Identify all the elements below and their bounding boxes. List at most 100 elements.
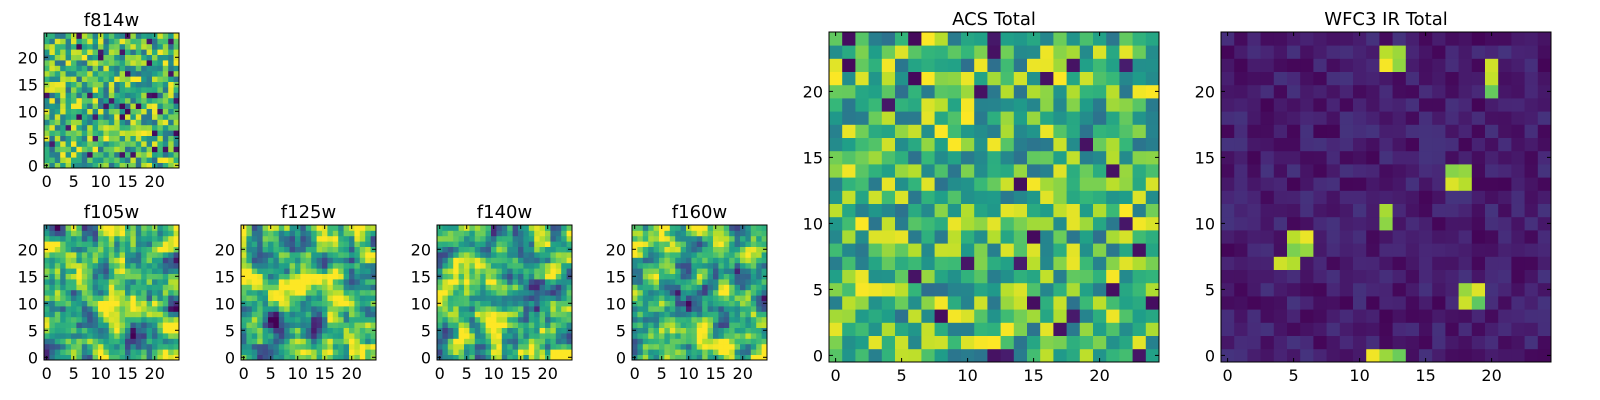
heatmap-cell bbox=[71, 257, 77, 264]
heatmap-cell bbox=[354, 279, 361, 285]
heatmap-cell bbox=[1458, 335, 1473, 350]
heatmap-cell bbox=[1432, 335, 1446, 350]
heatmap-cell bbox=[648, 257, 654, 264]
heatmap-cell bbox=[119, 235, 126, 242]
heatmap-cell bbox=[54, 76, 61, 82]
heatmap-cell bbox=[842, 335, 856, 350]
heatmap-cell bbox=[637, 225, 644, 231]
heatmap-cell bbox=[745, 262, 752, 269]
heatmap-cell bbox=[464, 279, 470, 285]
heatmap-cell bbox=[349, 241, 355, 247]
heatmap-cell bbox=[65, 338, 72, 345]
heatmap-cell bbox=[829, 296, 843, 310]
heatmap-cell bbox=[680, 354, 687, 361]
heatmap-cell bbox=[895, 111, 909, 125]
heatmap-cell bbox=[135, 162, 142, 169]
heatmap-cell bbox=[332, 246, 339, 253]
heatmap-cell bbox=[632, 338, 638, 345]
heatmap-cell bbox=[842, 84, 856, 99]
heatmap-cell bbox=[501, 289, 508, 296]
heatmap-cell bbox=[1524, 216, 1539, 231]
heatmap-cell bbox=[1093, 150, 1107, 165]
heatmap-cell bbox=[114, 135, 120, 142]
heatmap-cell bbox=[54, 279, 61, 285]
heatmap-cell bbox=[566, 225, 573, 231]
heatmap-cell bbox=[1260, 282, 1275, 297]
heatmap-cell bbox=[87, 289, 93, 296]
heatmap-cell bbox=[653, 343, 660, 350]
heatmap-cell bbox=[1132, 335, 1147, 350]
heatmap-cell bbox=[103, 60, 110, 66]
heatmap-cell bbox=[1313, 348, 1327, 363]
heatmap-cell bbox=[691, 284, 698, 291]
heatmap-cell bbox=[507, 343, 513, 350]
heatmap-cell bbox=[130, 87, 137, 93]
heatmap-cell bbox=[162, 349, 169, 355]
heatmap-cell bbox=[1511, 111, 1525, 125]
heatmap-cell bbox=[934, 98, 949, 112]
heatmap-cell bbox=[349, 268, 355, 274]
heatmap-cell bbox=[146, 338, 153, 345]
heatmap-cell bbox=[92, 54, 99, 61]
heatmap-cell bbox=[278, 338, 285, 345]
heatmap-cell bbox=[1379, 164, 1393, 178]
heatmap-cell bbox=[130, 97, 137, 104]
heatmap-cell bbox=[921, 190, 935, 204]
heatmap-cell bbox=[750, 300, 757, 307]
heatmap-cell bbox=[1040, 150, 1054, 165]
heatmap-cell bbox=[1537, 230, 1552, 244]
heatmap-cell bbox=[1326, 124, 1341, 138]
heatmap-cell bbox=[349, 349, 355, 355]
heatmap-cell bbox=[103, 225, 110, 231]
heatmap-cell bbox=[740, 230, 746, 237]
heatmap-cell bbox=[114, 70, 120, 77]
heatmap-cell bbox=[76, 252, 83, 258]
heatmap-cell bbox=[49, 273, 56, 280]
heatmap-cell bbox=[152, 135, 158, 142]
heatmap-cell bbox=[65, 141, 72, 147]
heatmap-cell bbox=[60, 103, 66, 109]
heatmap-cell bbox=[518, 252, 524, 258]
heatmap-cell bbox=[659, 246, 665, 253]
heatmap-cell bbox=[458, 225, 465, 231]
heatmap-cell bbox=[1119, 71, 1133, 86]
heatmap-cell bbox=[289, 241, 296, 247]
heatmap-cell bbox=[65, 300, 72, 307]
heatmap-cell bbox=[1537, 322, 1552, 336]
heatmap-cell bbox=[1093, 322, 1107, 336]
heatmap-cell bbox=[637, 273, 644, 280]
heatmap-cell bbox=[659, 262, 665, 269]
heatmap-cell bbox=[114, 349, 120, 355]
heatmap-cell bbox=[829, 32, 843, 46]
heatmap-cell bbox=[135, 108, 142, 115]
heatmap-cell bbox=[311, 316, 317, 323]
heatmap-cell bbox=[868, 84, 883, 99]
heatmap-cell bbox=[332, 289, 339, 296]
heatmap-cell bbox=[157, 65, 164, 72]
heatmap-cell bbox=[539, 295, 546, 301]
heatmap-cell bbox=[1326, 150, 1341, 165]
heatmap-cell bbox=[1511, 84, 1525, 99]
heatmap-cell bbox=[295, 306, 301, 312]
heatmap-cell bbox=[696, 289, 703, 296]
heatmap-cell bbox=[49, 81, 56, 88]
heatmap-cell bbox=[65, 157, 72, 163]
heatmap-cell bbox=[1106, 269, 1120, 284]
heatmap-cell bbox=[125, 97, 131, 104]
heatmap-cell bbox=[103, 300, 110, 307]
heatmap-cell bbox=[44, 76, 50, 82]
heatmap-cell bbox=[1300, 348, 1314, 363]
heatmap-cell bbox=[168, 92, 174, 99]
heatmap-cell bbox=[974, 137, 988, 152]
heatmap-cell bbox=[49, 279, 56, 285]
heatmap-cell bbox=[528, 327, 535, 334]
heatmap-cell bbox=[734, 333, 741, 339]
heatmap-cell bbox=[659, 273, 665, 280]
heatmap-cell bbox=[141, 354, 147, 361]
heatmap-cell bbox=[550, 252, 557, 258]
y-tick-label: 0 bbox=[28, 156, 38, 175]
heatmap-cell bbox=[162, 151, 169, 158]
heatmap-cell bbox=[108, 70, 115, 77]
heatmap-cell bbox=[458, 316, 465, 323]
heatmap-cell bbox=[251, 306, 258, 312]
